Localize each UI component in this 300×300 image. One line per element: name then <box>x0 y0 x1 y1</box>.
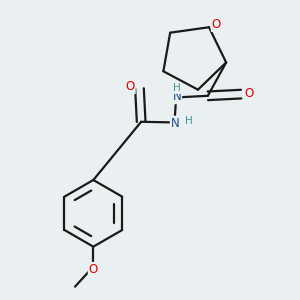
Text: N: N <box>171 117 179 130</box>
Text: O: O <box>89 263 98 276</box>
Text: O: O <box>125 80 135 93</box>
Text: O: O <box>212 18 221 31</box>
Text: H: H <box>184 116 192 126</box>
Text: H: H <box>173 83 181 93</box>
Text: O: O <box>245 87 254 100</box>
Text: N: N <box>172 90 181 103</box>
